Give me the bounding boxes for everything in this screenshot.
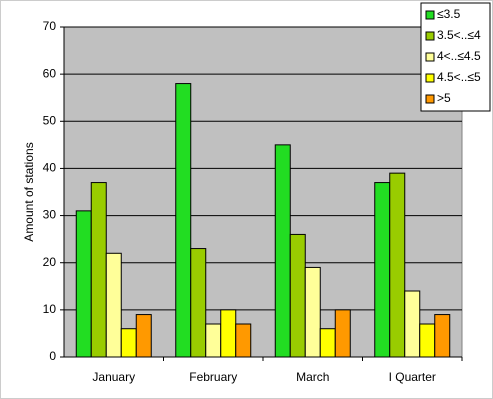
bar [105,252,122,358]
bar [205,323,222,358]
bar [304,266,321,358]
bar [220,309,237,358]
bar [319,328,336,358]
bar [334,309,351,358]
legend-swatch [425,73,435,83]
bar [75,210,92,358]
bar [190,248,207,358]
x-tick-label: January [92,370,135,384]
bar [404,290,421,358]
legend-label: 4<..≤4.5 [437,49,481,63]
bar [120,328,137,358]
y-tick-label: 30 [43,208,57,222]
y-tick-label: 70 [43,19,57,33]
bar [419,323,436,358]
legend-swatch [425,94,435,104]
y-tick-label: 10 [43,302,57,316]
bar [389,172,406,358]
bar [374,182,391,358]
bar [135,314,152,358]
bar [90,182,107,358]
bar [434,314,451,358]
x-tick-label: March [296,370,329,384]
bar [235,323,252,358]
x-tick-label: February [189,370,237,384]
y-tick-label: 60 [43,66,57,80]
legend-swatch [425,10,435,20]
legend-label: >5 [437,91,451,105]
x-tick-label: I Quarter [389,370,436,384]
legend-swatch [425,31,435,41]
bar [274,144,291,358]
legend-label: ≤3.5 [437,7,461,21]
legend-label: 3.5<..≤4 [437,28,481,42]
y-tick-label: 0 [49,349,56,363]
legend-swatch [425,52,435,62]
bar [289,233,306,358]
y-axis-label: Amount of stations [22,142,36,241]
y-tick-label: 20 [43,255,57,269]
bar [175,83,192,358]
legend-label: 4.5<..≤5 [437,70,481,84]
y-tick-label: 50 [43,113,57,127]
y-tick-label: 40 [43,161,57,175]
